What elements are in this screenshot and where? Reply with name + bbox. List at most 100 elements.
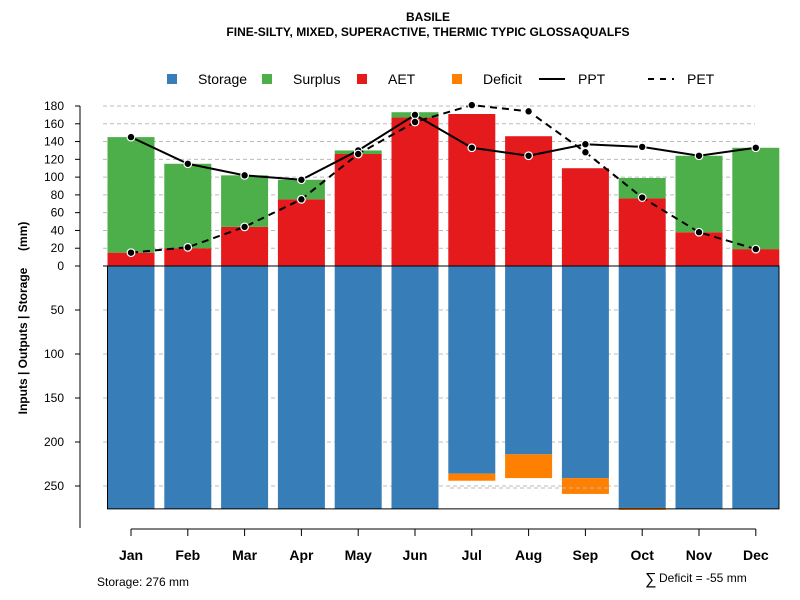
ppt-point [694,151,704,161]
y-tick-label: 250 [44,479,64,493]
y-tick-label: 20 [51,241,65,255]
y-tick-label: 160 [44,117,64,131]
x-tick-label: Jul [462,547,482,563]
y-tick-label: 150 [44,391,64,405]
pet-point [353,149,363,159]
ppt-point [751,143,761,153]
deficit-sum-icon: ∑ [645,571,656,588]
storage-bar [505,266,553,455]
y-tick-label: 100 [44,170,64,184]
storage-bar [334,266,382,509]
pet-point [297,194,306,204]
storage-bar [618,266,666,509]
lines-group [126,100,761,258]
y-tick-label: 50 [51,303,65,317]
x-tick-label: Apr [289,547,314,563]
ppt-point [297,175,306,185]
storage-bar [391,266,439,509]
x-tick-label: Mar [232,547,257,563]
legend-label-storage: Storage [198,71,247,87]
storage-bar [561,266,609,479]
aet-bar [107,252,155,266]
chart-title: BASILE [406,10,450,24]
ppt-point [240,170,250,180]
aet-bar [391,117,439,266]
y-tick-label: 120 [44,152,64,166]
x-tick-label: Oct [631,547,655,563]
x-tick-label: Feb [175,547,200,563]
bars-group [103,112,780,510]
aet-bar [448,114,496,266]
pet-point [410,117,420,127]
axes-group: 0 20 40 60 80 100 120 140 160 180 50 100 150 200 250 Ja… [44,99,769,563]
storage-bar [277,266,325,509]
pet-point [751,244,761,254]
pet-point [183,242,193,252]
storage-footer: Storage: 276 mm [97,575,189,589]
ppt-point [126,132,136,142]
pet-point [637,193,647,202]
pet-line [130,104,757,254]
y-tick-label: 200 [44,435,64,449]
storage-bar [164,266,212,509]
chart-subtitle: FINE-SILTY, MIXED, SUPERACTIVE, THERMIC … [226,25,629,39]
y-tick-label: 80 [51,188,65,202]
y-axis-label: Inputs | Outputs | Storage (mm) [16,222,30,415]
storage-bar [221,266,269,509]
storage-bar [448,266,496,474]
y-tick-label: 0 [57,259,64,273]
y-tick-label: 180 [44,99,64,113]
ppt-point [637,142,647,152]
ppt-point [183,159,193,169]
pet-point [467,100,477,110]
surplus-bar [164,163,212,249]
aet-bar [334,154,382,266]
x-tick-label: Jun [403,547,428,563]
x-tick-label: May [345,547,372,563]
storage-bar [732,266,780,509]
legend-label-surplus: Surplus [293,71,340,87]
ppt-line [130,113,756,181]
storage-bar [675,266,723,509]
surplus-bar [675,155,723,233]
aet-bar [277,199,325,266]
legend-swatch-aet [357,74,367,84]
pet-point [240,222,250,232]
aet-bar [732,249,780,266]
deficit-bar [505,454,553,479]
aet-bar [561,168,609,266]
legend-label-aet: AET [388,71,416,87]
deficit-bar [561,478,609,494]
legend-swatch-storage [167,74,177,84]
x-tick-label: Nov [686,547,713,563]
pet-point [126,248,136,258]
legend: Storage Surplus AET Deficit PPT PET [167,71,715,87]
pet-point [524,106,533,116]
legend-label-ppt: PPT [578,71,606,87]
y-tick-label: 60 [51,206,65,220]
pet-point [694,227,704,237]
pet-point [581,147,590,157]
ppt-point [410,110,420,120]
surplus-bar [618,178,666,199]
legend-swatch-surplus [262,74,272,84]
legend-label-pet: PET [687,71,715,87]
aet-bar [164,248,212,266]
surplus-bar [732,147,780,250]
surplus-bar [277,179,325,200]
storage-bar [107,266,155,509]
legend-label-deficit: Deficit [483,71,522,87]
x-tick-label: Dec [743,547,769,563]
x-tick-label: Aug [515,547,542,563]
y-tick-label: 140 [44,135,64,149]
deficit-footer: Deficit = -55 mm [659,571,747,585]
x-tick-label: Sep [573,547,599,563]
x-tick-label: Jan [119,547,143,563]
ppt-point [524,151,533,161]
ppt-point [581,139,590,149]
deficit-bar [448,473,496,481]
aet-bar [618,198,666,266]
y-tick-label: 40 [51,223,65,237]
legend-swatch-deficit [452,74,462,84]
